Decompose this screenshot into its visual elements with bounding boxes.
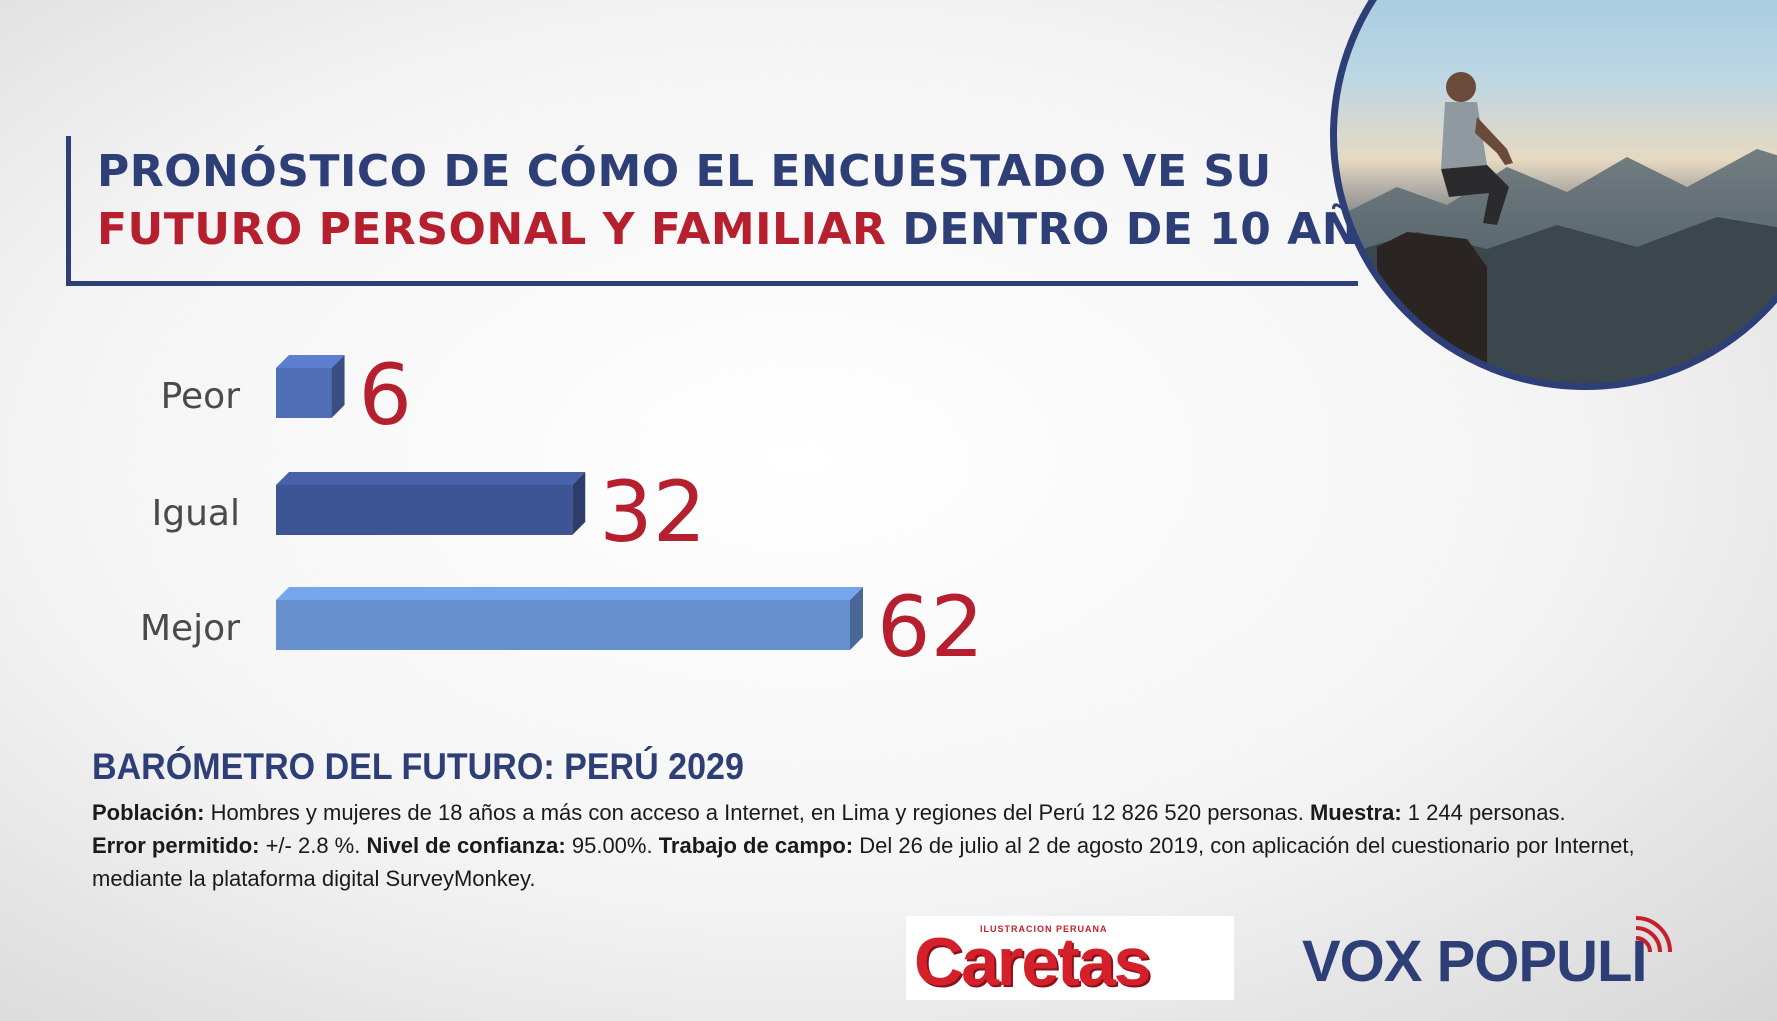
title-line-1: PRONÓSTICO DE CÓMO EL ENCUESTADO VE SU	[97, 146, 1272, 197]
title-rest: DENTRO DE 10 AÑOS	[886, 204, 1430, 255]
bar-top-peor	[276, 355, 345, 368]
value-label-mejor: 62	[877, 578, 984, 676]
bar-side-igual	[572, 472, 586, 535]
bar-top-igual	[276, 472, 586, 485]
confianza-text: 95.00%.	[565, 833, 659, 858]
bar-side-peor	[331, 355, 345, 418]
category-label-peor: Peor	[161, 376, 241, 417]
campo-label: Trabajo de campo:	[658, 833, 854, 858]
photo-illustration	[1337, 72, 1777, 383]
man-on-mountain-photo	[1330, 0, 1777, 390]
muestra-text: 1 244 personas.	[1401, 800, 1566, 825]
error-text: +/- 2.8 %.	[259, 833, 367, 858]
methodology-text: Población: Hombres y mujeres de 18 años …	[92, 796, 1712, 895]
value-label-peor: 6	[359, 346, 412, 444]
poblacion-text: Hombres y mujeres de 18 años a más con a…	[204, 800, 1310, 825]
error-label: Error permitido:	[92, 833, 260, 858]
confianza-label: Nivel de confianza:	[366, 833, 566, 858]
caretas-logo: ILUSTRACION PERUANA Caretas	[906, 916, 1234, 1000]
title-highlight: FUTURO PERSONAL Y FAMILIAR	[97, 204, 887, 255]
category-label-igual: Igual	[152, 493, 240, 534]
vox-populi-logo: VOX POPULI	[1302, 929, 1648, 994]
title-line-2: FUTURO PERSONAL Y FAMILIAR DENTRO DE 10 …	[97, 204, 1429, 255]
bar-side-mejor	[850, 587, 863, 650]
value-label-igual: 32	[599, 463, 706, 561]
signal-waves-icon	[1635, 916, 1672, 953]
bar-igual	[276, 485, 573, 535]
title-block: PRONÓSTICO DE CÓMO EL ENCUESTADO VE SU F…	[66, 136, 1429, 286]
poblacion-label: Población:	[92, 800, 205, 825]
bar-peor	[276, 368, 332, 418]
campo-text: Del 26 de julio al 2 de agosto 2019, con…	[92, 833, 1635, 891]
caretas-wordmark: Caretas	[914, 924, 1151, 1000]
caretas-tagline: ILUSTRACION PERUANA	[980, 924, 1108, 934]
category-label-mejor: Mejor	[140, 608, 240, 649]
muestra-label: Muestra:	[1309, 800, 1402, 825]
bar-mejor	[276, 600, 850, 650]
chart-marks: Peor 6 Igual 32 Mejor 62	[140, 346, 984, 676]
footer-title: BARÓMETRO DEL FUTURO: PERÚ 2029	[92, 746, 744, 787]
bar-top-mejor	[276, 587, 863, 600]
